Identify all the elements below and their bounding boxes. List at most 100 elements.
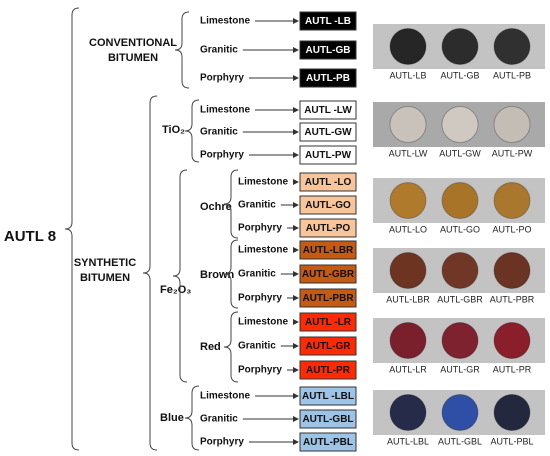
sample-disc — [389, 252, 427, 289]
code-label: AUTL-GO — [305, 200, 351, 211]
sample-disc — [389, 322, 427, 359]
code-label: AUTL-GBL — [302, 414, 353, 425]
sample-disc — [493, 28, 531, 65]
code-label: AUTL -LR — [305, 317, 352, 328]
code-label: AUTL-PW — [305, 150, 352, 161]
code-box — [299, 68, 357, 88]
code-label: AUTL-PO — [306, 223, 351, 234]
code-box — [299, 100, 357, 120]
aggregate-label: Granitic — [200, 127, 238, 138]
photo-label: AUTL-GBR — [437, 294, 483, 304]
code-box — [299, 336, 357, 356]
sample-disc — [389, 106, 427, 143]
code-label: AUTL-LBR — [303, 245, 354, 256]
sample-disc — [441, 252, 479, 289]
brace — [172, 169, 188, 383]
brace — [184, 99, 200, 163]
group-label: Brown — [200, 269, 235, 281]
code-label: AUTL-GBR — [302, 269, 355, 280]
code-label: AUTL-PBL — [303, 437, 353, 448]
aggregate-label: Limestone — [200, 16, 250, 27]
sample-disc — [441, 394, 479, 431]
sample-disc — [493, 322, 531, 359]
photo-label: AUTL-PR — [493, 364, 532, 374]
group-label: Fe₂O₃ — [160, 284, 191, 296]
aggregate-label: Granitic — [238, 200, 276, 211]
aggregate-label: Porphyry — [238, 365, 282, 376]
sample-disc — [441, 28, 479, 65]
sample-disc — [441, 182, 479, 219]
code-label: AUTL -LW — [304, 105, 352, 116]
group-label: Red — [200, 341, 221, 353]
aggregate-label: Limestone — [200, 391, 250, 402]
brace — [64, 7, 80, 451]
sample-disc — [389, 28, 427, 65]
photo-label: AUTL-LW — [389, 148, 428, 158]
code-label: AUTL -LB — [305, 16, 351, 27]
root-label: AUTL 8 — [4, 228, 56, 245]
sample-disc — [493, 394, 531, 431]
photo-label: AUTL-PBR — [490, 294, 535, 304]
code-box — [299, 122, 357, 142]
code-box — [299, 312, 357, 332]
aggregate-label: Porphyry — [238, 293, 282, 304]
aggregate-label: Porphyry — [200, 437, 244, 448]
brace — [223, 239, 239, 309]
code-box — [299, 432, 357, 452]
photo-label: AUTL-PB — [493, 70, 531, 80]
photo-label: AUTL-PO — [492, 224, 531, 234]
code-label: AUTL -LBL — [302, 391, 354, 402]
photo-label: AUTL-LO — [389, 224, 427, 234]
code-box — [299, 172, 357, 192]
code-box — [299, 145, 357, 165]
sample-disc — [493, 252, 531, 289]
code-box — [299, 288, 357, 308]
code-box — [299, 218, 357, 238]
sample-disc — [389, 182, 427, 219]
code-box — [299, 40, 357, 60]
sample-disc — [441, 322, 479, 359]
aggregate-label: Granitic — [238, 269, 276, 280]
code-label: AUTL-GR — [306, 341, 352, 352]
brace — [223, 311, 239, 383]
sample-disc — [441, 106, 479, 143]
aggregate-label: Limestone — [238, 317, 288, 328]
aggregate-label: Granitic — [200, 414, 238, 425]
photo-label: AUTL-LBL — [387, 436, 429, 446]
aggregate-label: Porphyry — [200, 150, 244, 161]
sample-disc — [493, 106, 531, 143]
group-label: SYNTHETIC BITUMEN — [74, 257, 136, 284]
code-box — [299, 409, 357, 429]
code-box — [299, 240, 357, 260]
brace — [142, 95, 158, 451]
photo-label: AUTL-GO — [440, 224, 480, 234]
aggregate-label: Granitic — [200, 45, 238, 56]
photo-label: AUTL-PW — [492, 148, 533, 158]
code-label: AUTL-GW — [304, 127, 352, 138]
aggregate-label: Limestone — [238, 245, 288, 256]
code-label: AUTL-PB — [306, 73, 350, 84]
aggregate-label: Porphyry — [238, 223, 282, 234]
code-label: AUTL -LO — [305, 177, 352, 188]
photo-label: AUTL-GB — [440, 70, 479, 80]
photo-label: AUTL-GBL — [438, 436, 482, 446]
photo-label: AUTL-PBL — [490, 436, 533, 446]
sample-disc — [493, 182, 531, 219]
aggregate-label: Limestone — [238, 177, 288, 188]
code-box — [299, 11, 357, 31]
aggregate-label: Granitic — [238, 341, 276, 352]
brace — [174, 11, 190, 89]
brace — [223, 169, 239, 239]
code-label: AUTL-PBR — [302, 293, 354, 304]
sample-disc — [389, 394, 427, 431]
code-box — [299, 386, 357, 406]
photo-label: AUTL-LBR — [386, 294, 430, 304]
group-label: Ochre — [200, 201, 232, 213]
code-box — [299, 195, 357, 215]
photo-label: AUTL-LB — [389, 70, 426, 80]
aggregate-label: Porphyry — [200, 73, 244, 84]
code-label: AUTL-GB — [306, 45, 351, 56]
aggregate-label: Limestone — [200, 105, 250, 116]
photo-label: AUTL-LR — [389, 364, 427, 374]
